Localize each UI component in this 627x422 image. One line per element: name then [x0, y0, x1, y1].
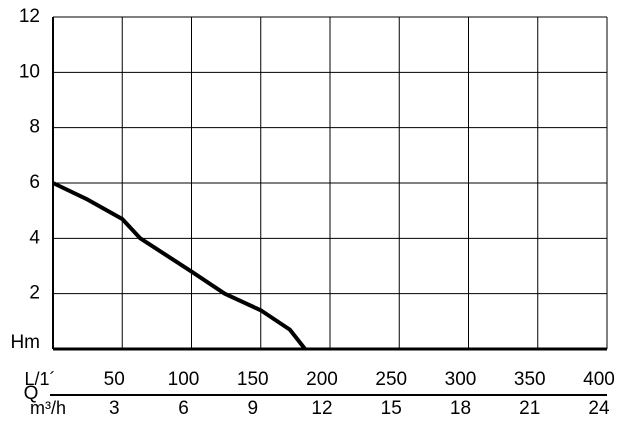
- x-tick-label: 150: [237, 369, 269, 390]
- x2-tick-label: 6: [178, 398, 189, 419]
- x-axis-label: Q: [24, 383, 39, 404]
- y-tick-label: 4: [29, 227, 40, 248]
- x-tick-label: 350: [514, 369, 546, 390]
- x-tick-label: 200: [306, 369, 338, 390]
- x2-tick-label: 3: [109, 398, 120, 419]
- y-tick-label: Hm: [10, 332, 40, 353]
- data-line: [52, 181, 307, 351]
- y-tick-label: 2: [29, 283, 40, 304]
- x2-tick-label: 18: [450, 398, 471, 419]
- x-tick-label: 50: [104, 369, 125, 390]
- x-tick-label: 300: [445, 369, 477, 390]
- y-tick-label: 6: [29, 172, 40, 193]
- x-unit-label: L/1´: [24, 369, 55, 389]
- x2-tick-label: 12: [311, 398, 332, 419]
- x2-tick-label: 9: [247, 398, 258, 419]
- x2-tick-label: 15: [381, 398, 402, 419]
- x2-unit-label: m³/h: [30, 398, 66, 418]
- y-tick-label: 12: [19, 6, 40, 27]
- x2-tick-label: 21: [519, 398, 540, 419]
- x2-tick-label: 24: [588, 398, 610, 419]
- x-tick-label: 250: [375, 369, 407, 390]
- x-tick-label: 100: [168, 369, 200, 390]
- x-tick-label: 400: [583, 369, 615, 390]
- y-tick-label: 8: [29, 117, 40, 138]
- y-tick-label: 10: [19, 61, 40, 82]
